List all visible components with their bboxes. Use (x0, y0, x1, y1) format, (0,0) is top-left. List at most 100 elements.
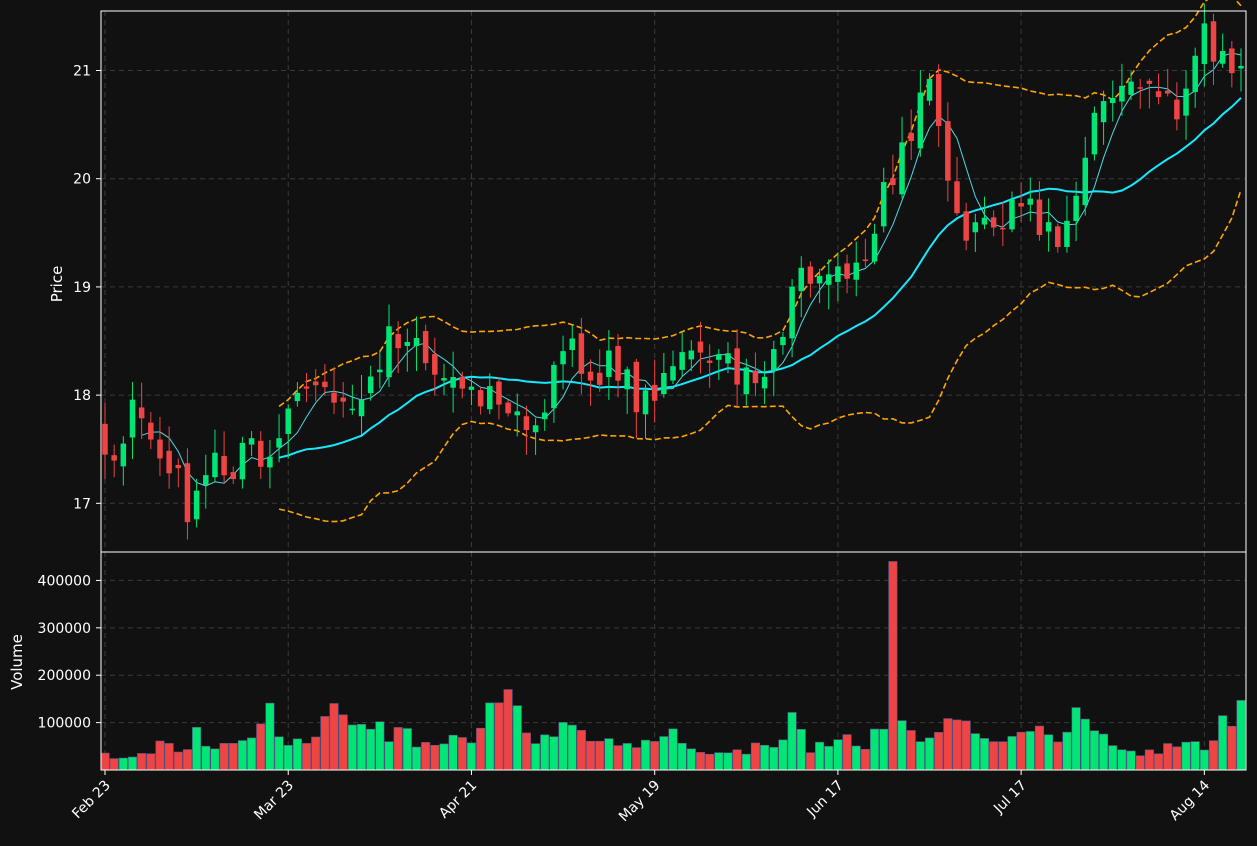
volume-bar (311, 736, 321, 771)
candle-body (175, 464, 182, 469)
volume-bar (1007, 736, 1017, 771)
volume-bar (833, 739, 843, 771)
volume-bar (210, 748, 220, 771)
volume-bar (851, 745, 861, 771)
candle-body (596, 372, 603, 385)
price-tick-label: 20 (73, 172, 91, 188)
volume-tick-label: 100000 (38, 716, 91, 732)
volume-bar (256, 723, 266, 771)
candle-body (267, 456, 273, 468)
volume-bar (118, 757, 128, 771)
candle-body (917, 92, 924, 149)
volume-bar (1190, 741, 1200, 771)
candle-body (468, 386, 475, 390)
volume-bar (366, 728, 376, 771)
volume-bar (494, 702, 504, 771)
candle-body (624, 369, 630, 390)
volume-bar (613, 745, 623, 771)
candle-body (899, 142, 905, 195)
volume-bar (1163, 743, 1173, 771)
candle-body (248, 438, 255, 445)
candle-body (1174, 99, 1180, 120)
candle-body (1073, 195, 1079, 221)
volume-bar (1154, 753, 1164, 771)
volume-bar (860, 748, 870, 771)
volume-bar (1172, 746, 1182, 771)
volume-axis-label: Volume (8, 634, 26, 690)
candle-body (954, 181, 960, 214)
candle-body (322, 381, 328, 388)
volume-bar (586, 740, 596, 771)
candle-body (303, 386, 310, 389)
volume-bar (439, 743, 449, 771)
candle-body (166, 450, 172, 474)
candle-body (789, 286, 795, 339)
volume-bar (430, 744, 440, 771)
candle-body (578, 333, 585, 374)
volume-bar (521, 732, 531, 771)
candle-body (798, 267, 805, 292)
price-tick-label: 21 (73, 64, 91, 80)
volume-bar (631, 747, 641, 771)
candle-body (1201, 23, 1208, 65)
candle-body (633, 361, 640, 413)
candle-body (569, 338, 575, 351)
candle-body (102, 423, 108, 455)
candle-body (670, 366, 676, 381)
candle-body (1018, 203, 1024, 207)
volume-bar (411, 746, 421, 771)
volume-bar (732, 749, 742, 771)
candle-body (340, 397, 346, 402)
volume-bar (659, 736, 669, 771)
volume-bar (1044, 734, 1054, 771)
candle-body (890, 178, 896, 186)
volume-bar (824, 746, 834, 771)
volume-bar (201, 745, 211, 771)
volume-tick-label: 300000 (38, 621, 91, 637)
candle-body (880, 182, 887, 227)
volume-bar (815, 741, 825, 771)
volume-bar (100, 752, 110, 771)
volume-bar (283, 745, 293, 771)
candle-body (1137, 87, 1143, 89)
volume-bar (1034, 725, 1044, 771)
volume-bar (237, 740, 247, 771)
volume-bars (100, 561, 1246, 771)
candle-body (331, 392, 337, 403)
volume-bar (375, 721, 385, 771)
candle-body (148, 422, 154, 440)
candle-body (532, 425, 539, 433)
candle-body (184, 463, 191, 523)
candle-body (642, 390, 649, 415)
candle-body (459, 376, 466, 389)
candle-body (157, 439, 163, 459)
candle-body (807, 266, 814, 284)
candle-body (1027, 198, 1034, 205)
volume-bar (842, 734, 852, 771)
candle-body (587, 371, 594, 381)
candle-body (734, 348, 740, 385)
candle-body (358, 399, 365, 417)
volume-bar (1181, 741, 1191, 771)
candle-body (212, 452, 218, 478)
volume-bar (448, 734, 458, 771)
volume-bar (485, 702, 495, 771)
price-axis-label: Price (48, 266, 66, 303)
volume-bar (998, 741, 1008, 771)
volume-bar (338, 714, 348, 771)
candle-body (1045, 222, 1052, 232)
volume-bar (146, 753, 156, 771)
volume-bar (329, 703, 339, 771)
volume-bar (347, 724, 357, 771)
candle-body (294, 392, 301, 402)
volume-bar (540, 734, 550, 771)
volume-bar (750, 742, 760, 771)
candle-body (120, 443, 127, 467)
volume-bar (961, 720, 971, 771)
candle-body (615, 346, 621, 381)
slow-ma-line (278, 97, 1242, 459)
volume-bar (503, 689, 513, 771)
volume-bar (137, 753, 147, 771)
candle-body (395, 334, 401, 349)
